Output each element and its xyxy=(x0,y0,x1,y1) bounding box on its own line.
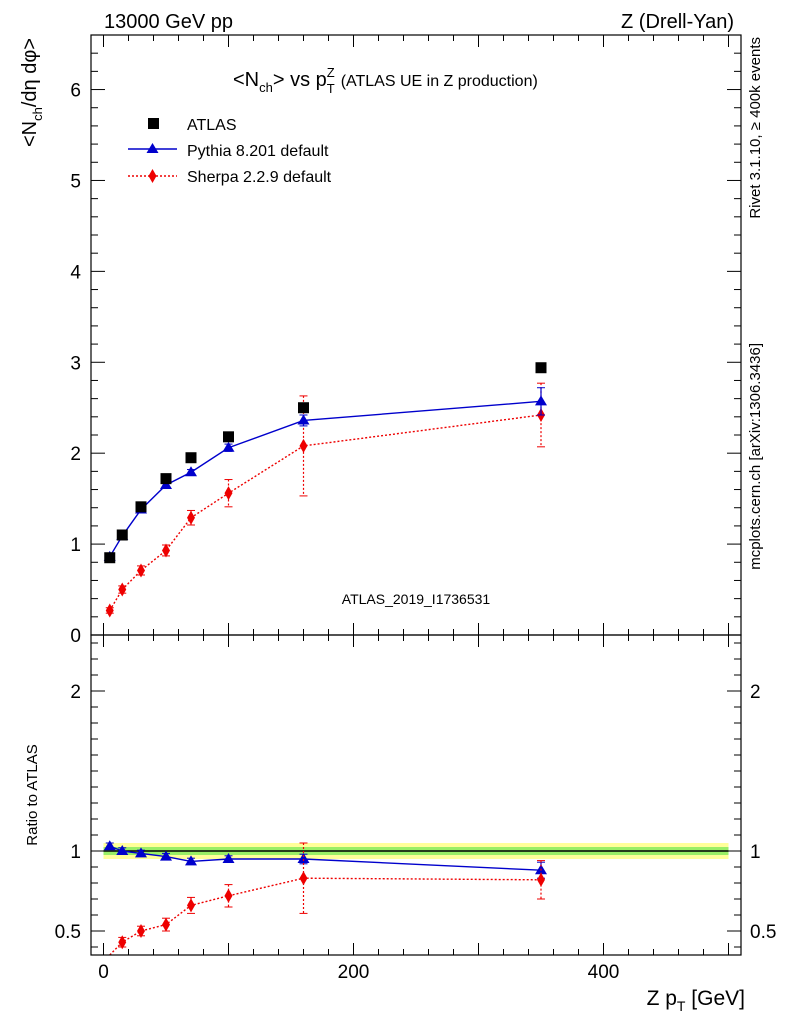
ratio-axis-ticks: 0.5 0.5 1 1 2 2 xyxy=(55,635,776,955)
main-atlas-point xyxy=(104,552,116,564)
ratio-reference-band xyxy=(103,843,729,859)
ratio-ylabel: Ratio to ATLAS xyxy=(24,744,41,845)
legend-pythia-label: Pythia 8.201 default xyxy=(187,143,329,160)
main-ylabel: <Nch/dη dφ> xyxy=(19,38,45,147)
x-tick-label: 200 xyxy=(338,962,370,983)
y-tick-label-main: 6 xyxy=(70,81,81,102)
rivet-side-text: Rivet 3.1.10, ≥ 400k events xyxy=(747,37,764,219)
main-atlas-point xyxy=(160,473,172,485)
x-tick-label: 400 xyxy=(588,962,620,983)
y-tick-label-main: 1 xyxy=(70,535,81,556)
ratio-pythia-point xyxy=(103,840,116,851)
main-panel: 0 1 2 3 4 5 6 <Nch> vs pZ T (ATLAS UE in Z produ… xyxy=(19,34,742,647)
legend-atlas-marker xyxy=(148,118,159,129)
y-tick-label-main: 0 xyxy=(70,626,81,647)
ratio-sherpa-point xyxy=(187,898,195,913)
main-pythia-point xyxy=(222,441,235,452)
main-sherpa-point xyxy=(162,543,170,558)
y-tick-label-ratio-right: 2 xyxy=(750,682,761,703)
y-tick-label-ratio-right: 0.5 xyxy=(750,922,776,943)
main-atlas-point xyxy=(185,452,197,464)
main-pythia-point xyxy=(535,395,547,406)
main-title: <Nch> vs pZ T (ATLAS UE in Z production) xyxy=(233,65,538,96)
ratio-pythia-point xyxy=(222,853,235,863)
main-sherpa-line xyxy=(109,414,542,611)
ratio-sherpa-point xyxy=(118,935,127,950)
main-pythia-point xyxy=(297,414,310,425)
legend-pythia-marker xyxy=(146,143,159,153)
ratio-sherpa-point xyxy=(299,871,308,886)
y-tick-label-ratio-left: 1 xyxy=(70,842,81,863)
ratio-sherpa-point xyxy=(224,888,233,903)
x-tick-labels: 0 200 400 xyxy=(98,962,619,983)
main-sherpa-point xyxy=(224,486,233,501)
legend-sherpa-label: Sherpa 2.2.9 default xyxy=(187,169,332,186)
main-atlas-point xyxy=(135,501,147,513)
legend-sherpa-marker xyxy=(148,169,157,183)
main-sherpa-point xyxy=(105,603,114,618)
ratio-sherpa-point xyxy=(537,872,545,887)
y-tick-label-main: 3 xyxy=(70,353,81,374)
main-sherpa-point xyxy=(299,438,308,453)
ratio-sherpa-point xyxy=(137,924,145,938)
y-tick-label-ratio-left: 2 xyxy=(70,682,81,703)
main-sherpa-point xyxy=(118,582,127,597)
main-atlas-point xyxy=(116,529,128,541)
main-axis-ticks: 0 1 2 3 4 5 6 xyxy=(70,34,741,647)
mcplots-side-text: mcplots.cern.ch [arXiv:1306.3436] xyxy=(747,343,764,570)
main-atlas-point xyxy=(535,362,547,374)
legend: ATLAS Pythia 8.201 default Sherpa 2.2.9 … xyxy=(128,117,332,186)
legend-atlas-label: ATLAS xyxy=(187,117,237,134)
ratio-pythia-point xyxy=(297,853,310,863)
y-tick-label-main: 2 xyxy=(70,444,81,465)
analysis-label: ATLAS_2019_I1736531 xyxy=(342,591,491,607)
main-pythia-point xyxy=(185,466,197,477)
ratio-pythia-point xyxy=(116,845,129,855)
main-sherpa-point xyxy=(137,563,145,578)
main-pythia-line xyxy=(109,400,542,558)
ratio-sherpa-point xyxy=(162,917,170,932)
ratio-sherpa-line xyxy=(109,877,542,956)
y-tick-label-main: 4 xyxy=(70,262,81,283)
ratio-panel: 0.5 0.5 1 1 2 2 Ratio to ATLAS xyxy=(24,634,776,956)
x-tick-label: 0 xyxy=(98,962,109,983)
main-data-layer xyxy=(103,362,547,618)
ratio-pythia-point xyxy=(160,850,172,861)
x-axis-label: Z pT [GeV] xyxy=(647,987,745,1014)
y-tick-label-main: 5 xyxy=(70,171,81,192)
header-right: Z (Drell-Yan) xyxy=(621,11,734,33)
main-sherpa-point xyxy=(187,510,195,525)
ratio-panel-frame xyxy=(90,634,742,956)
ratio-pythia-point xyxy=(185,855,197,866)
main-atlas-point xyxy=(298,402,309,414)
y-tick-label-ratio-left: 0.5 xyxy=(55,922,81,943)
main-atlas-point xyxy=(223,431,234,443)
ratio-pythia-point xyxy=(135,847,147,858)
ratio-data-layer xyxy=(103,840,547,956)
y-tick-label-ratio-right: 1 xyxy=(750,842,761,863)
header-left: 13000 GeV pp xyxy=(104,11,233,33)
